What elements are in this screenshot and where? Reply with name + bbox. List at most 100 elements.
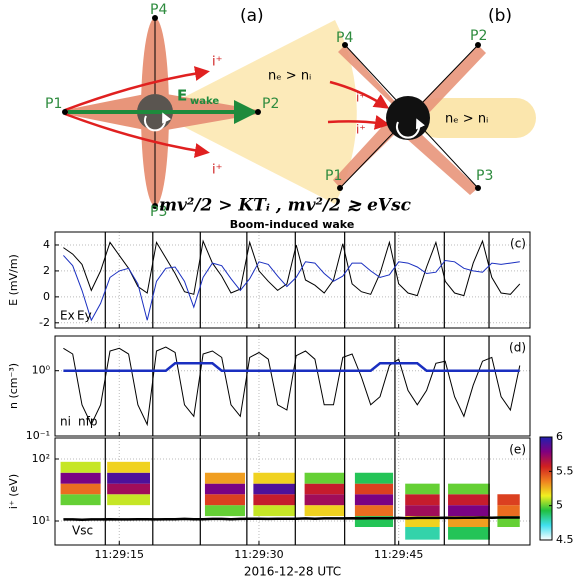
series-line [63,346,521,427]
spectrogram-cell [354,472,394,484]
spectrogram-cell [204,505,245,517]
legend-label: Ex [60,309,75,323]
y-axis-label: n (cm⁻³) [7,363,20,409]
spectrogram-cell [497,505,520,517]
x-tick-label: 11:29:45 [374,548,423,561]
series-line [63,516,520,521]
y-axis-label: E (mV/m) [7,254,20,306]
x-tick-label: 11:29:15 [95,548,144,561]
probe-label: P2 [470,28,487,44]
x-axis-label: 2016-12-28 UTC [244,565,341,579]
ion-label: i⁺ [356,91,366,105]
plot-frame [54,335,531,437]
y-axis-label: i⁺ (eV) [7,474,20,509]
x-tick-label: 11:29:30 [234,548,283,561]
spectrogram-cell [304,483,345,495]
spin-arrow [144,112,172,132]
spectrogram-cell [405,505,440,517]
probe [62,109,68,115]
plot-frame [54,437,531,546]
panel-label: (c) [510,237,526,251]
spectrogram-cell [253,472,296,484]
spectrogram-cell [405,494,440,506]
legend-label: Ey [77,309,92,323]
spectrogram-cell [354,516,394,527]
spectrogram-cell [497,516,520,527]
panel-label: (d) [509,341,526,355]
spectrogram-cell [304,494,345,506]
spacecraft [386,96,430,140]
legend-label: nfp [78,415,97,429]
ion-label: i⁺ [212,163,222,178]
spectrogram-cell [405,483,440,495]
probe-label: P1 [45,96,62,112]
ion-arrow [64,112,210,158]
spectrogram-cell [497,494,520,506]
series-line [63,239,521,297]
spectrogram-cell [60,483,101,495]
probe [342,42,348,48]
diagram-a: P1 P2 P3 P4 i⁺ i⁺ nₑ > nᵢ E wake (a) [45,2,357,220]
plot-area [55,336,530,436]
probe-label: P2 [262,96,279,112]
figure-title: Boom-induced wake [230,218,355,231]
y-tick-label: 10² [32,452,50,465]
spectrogram-cell [448,526,490,540]
ion-label: i⁺ [356,123,366,137]
y-tick-label: -2 [39,316,50,329]
probe-label: P4 [336,30,353,46]
probe [475,42,481,48]
probe [475,185,481,191]
spectrogram-cell [405,516,440,527]
ion-arrow [327,115,390,130]
y-tick-label: 10⁻¹ [26,429,50,442]
series-line [63,255,520,322]
colorbar-tick-label: 5.5 [556,464,574,477]
y-tick-label: 10⁰ [32,364,51,377]
spectrogram-cell [405,526,440,540]
probe [255,109,261,115]
spectrogram-cell [448,483,490,495]
colorbar-tick-label: 4.5 [556,533,574,546]
colorbar [539,436,553,541]
spectrogram-cell [304,505,345,517]
probe [152,203,158,209]
probe [152,15,158,21]
spectrogram-cell [107,472,150,484]
series-line [63,362,520,372]
spectrogram-cell [204,472,245,484]
spectrogram-cell [107,461,150,473]
colorbar-tick-label: 6 [556,430,563,443]
spectrogram-cell [354,505,394,517]
spectrogram-cell [60,472,101,484]
spectrogram-cell [60,494,101,506]
formula: mv²/2 > KTᵢ , mv²/2 ≳ eVsc [159,196,412,216]
ion-label: i⁺ [212,55,222,70]
ion-arrow [329,80,390,109]
spin-arrow [396,118,426,139]
panel-label: (b) [488,6,512,26]
wake-region [418,98,536,138]
ion-arrow [64,66,210,112]
spectrogram-cell [448,516,490,527]
density-label: nₑ > nᵢ [268,69,311,84]
spectrogram-cell [107,483,150,495]
probe [337,185,343,191]
y-tick-label: 0 [43,290,50,303]
panel-label: (a) [240,6,264,26]
spectrogram-cell [253,483,296,495]
probe-label: P1 [325,168,342,184]
panel-label: (e) [509,443,526,457]
spectrogram-cell [204,494,245,506]
colorbar-tick-label: 5 [556,499,563,512]
spectrogram-cell [107,494,150,506]
spectrogram-cell [253,505,296,517]
spectrogram-cell [253,494,296,506]
spectrogram-cell [304,472,345,484]
plot-area [55,232,530,328]
probe-label: P4 [150,2,167,18]
spectrogram-cell [354,483,394,495]
y-tick-label: 10¹ [32,514,50,527]
field-label: E [177,87,187,105]
